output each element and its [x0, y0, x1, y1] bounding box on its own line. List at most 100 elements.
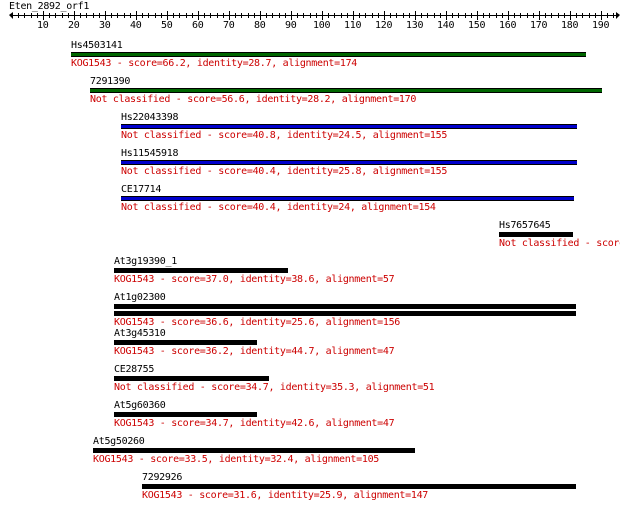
- hit-name-link[interactable]: 7291390: [90, 76, 131, 87]
- hit-alignment-bar[interactable]: [114, 340, 257, 345]
- ruler-minor-tick: [440, 13, 441, 18]
- hit-name-link[interactable]: CE17714: [121, 184, 162, 195]
- ruler-minor-tick: [514, 13, 515, 18]
- ruler-major-tick: [105, 11, 106, 20]
- hit-alignment-bar[interactable]: [71, 52, 586, 57]
- hit-name-link[interactable]: CE28755: [114, 364, 155, 375]
- ruler-minor-tick: [409, 13, 410, 18]
- hit-alignment-bar[interactable]: [114, 376, 269, 381]
- hit-name-link[interactable]: At1g02300: [114, 292, 166, 303]
- ruler-minor-tick: [372, 13, 373, 18]
- hit-description: Not classified - score=39: [499, 238, 620, 249]
- ruler-minor-tick: [489, 13, 490, 18]
- ruler-arrow-right-icon: [615, 12, 620, 19]
- ruler-minor-tick: [161, 13, 162, 18]
- hit-name-link[interactable]: Hs22043398: [121, 112, 179, 123]
- ruler-tick-label: 170: [530, 20, 548, 31]
- ruler-axis-line: [12, 15, 617, 16]
- hit-alignment-bar[interactable]: [121, 124, 577, 129]
- ruler-minor-tick: [328, 13, 329, 18]
- hit-alignment-bar[interactable]: [142, 484, 576, 489]
- ruler-tick-label: 10: [37, 20, 49, 31]
- ruler-minor-tick: [204, 13, 205, 18]
- ruler-minor-tick: [458, 13, 459, 18]
- hit-name-link[interactable]: At3g45310: [114, 328, 166, 339]
- ruler-minor-tick: [359, 13, 360, 18]
- ruler-tick-label: 160: [499, 20, 517, 31]
- ruler-minor-tick: [341, 13, 342, 18]
- hit-name-link[interactable]: 7292926: [142, 472, 183, 483]
- hit-alignment-bar[interactable]: [499, 232, 573, 237]
- ruler-minor-tick: [155, 13, 156, 18]
- ruler-minor-tick: [248, 13, 249, 18]
- ruler-minor-tick: [316, 13, 317, 18]
- ruler-minor-tick: [334, 13, 335, 18]
- ruler-minor-tick: [607, 13, 608, 18]
- hit-name-link[interactable]: Hs4503141: [71, 40, 123, 51]
- ruler-major-tick: [415, 11, 416, 20]
- ruler-minor-tick: [49, 13, 50, 18]
- ruler-tick-label: 20: [68, 20, 80, 31]
- ruler-major-tick: [198, 11, 199, 20]
- ruler-minor-tick: [68, 13, 69, 18]
- hit-description: KOG1543 - score=66.2, identity=28.7, ali…: [71, 58, 358, 69]
- ruler-minor-tick: [62, 13, 63, 18]
- hit-description: Not classified - score=40.8, identity=24…: [121, 130, 448, 141]
- hit-description: KOG1543 - score=34.7, identity=42.6, ali…: [114, 418, 395, 429]
- ruler-tick-label: 140: [437, 20, 455, 31]
- ruler-minor-tick: [533, 13, 534, 18]
- hit-name-link[interactable]: At3g19390_1: [114, 256, 177, 267]
- ruler-minor-tick: [192, 13, 193, 18]
- ruler-minor-tick: [403, 13, 404, 18]
- ruler-minor-tick: [434, 13, 435, 18]
- hit-description: Not classified - score=56.6, identity=28…: [90, 94, 417, 105]
- ruler-tick-label: 60: [192, 20, 204, 31]
- hit-alignment-bar-secondary[interactable]: [114, 311, 576, 316]
- hit-name-link[interactable]: At5g50260: [93, 436, 145, 447]
- hit-alignment-bar[interactable]: [121, 160, 577, 165]
- ruler-minor-tick: [285, 13, 286, 18]
- ruler-minor-tick: [12, 13, 13, 18]
- hit-description: KOG1543 - score=31.6, identity=25.9, ali…: [142, 490, 429, 501]
- hit-name-link[interactable]: Hs7657645: [499, 220, 551, 231]
- ruler-minor-tick: [186, 13, 187, 18]
- hit-alignment-bar[interactable]: [93, 448, 415, 453]
- ruler-major-tick: [477, 11, 478, 20]
- hit-alignment-bar[interactable]: [114, 268, 288, 273]
- ruler-minor-tick: [595, 13, 596, 18]
- ruler-major-tick: [508, 11, 509, 20]
- ruler-major-tick: [43, 11, 44, 20]
- ruler-minor-tick: [471, 13, 472, 18]
- hit-name-link[interactable]: Hs11545918: [121, 148, 179, 159]
- ruler-tick-label: 110: [344, 20, 362, 31]
- hit-alignment-bar[interactable]: [114, 304, 576, 309]
- ruler-major-tick: [322, 11, 323, 20]
- ruler-minor-tick: [130, 13, 131, 18]
- ruler-minor-tick: [235, 13, 236, 18]
- ruler-major-tick: [291, 11, 292, 20]
- ruler-minor-tick: [496, 13, 497, 18]
- ruler-minor-tick: [279, 13, 280, 18]
- hit-description: Not classified - score=34.7, identity=35…: [114, 382, 435, 393]
- ruler-minor-tick: [99, 13, 100, 18]
- hit-alignment-bar[interactable]: [114, 412, 257, 417]
- hit-description: KOG1543 - score=33.5, identity=32.4, ali…: [93, 454, 380, 465]
- ruler-minor-tick: [117, 13, 118, 18]
- hit-name-link[interactable]: At5g60360: [114, 400, 166, 411]
- ruler-major-tick: [167, 11, 168, 20]
- ruler-tick-label: 100: [313, 20, 331, 31]
- ruler-major-tick: [446, 11, 447, 20]
- ruler-minor-tick: [558, 13, 559, 18]
- ruler-tick-label: 70: [223, 20, 235, 31]
- ruler-major-tick: [601, 11, 602, 20]
- ruler-minor-tick: [24, 13, 25, 18]
- hit-alignment-bar[interactable]: [90, 88, 602, 93]
- ruler-minor-tick: [378, 13, 379, 18]
- ruler-minor-tick: [527, 13, 528, 18]
- ruler-minor-tick: [37, 13, 38, 18]
- ruler-tick-label: 150: [468, 20, 486, 31]
- ruler-minor-tick: [297, 13, 298, 18]
- ruler-minor-tick: [148, 13, 149, 18]
- hit-alignment-bar[interactable]: [121, 196, 574, 201]
